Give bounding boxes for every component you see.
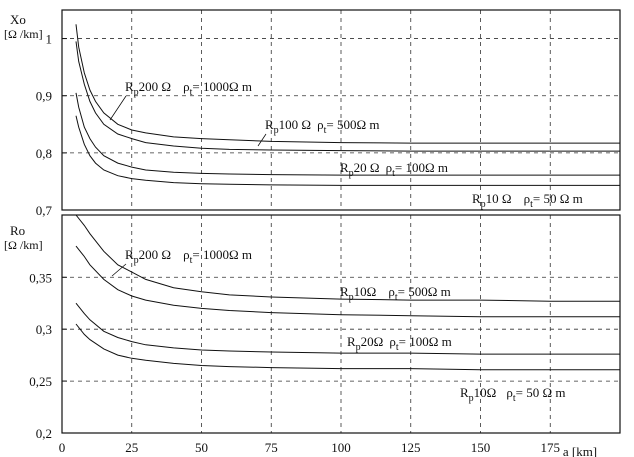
frame-layer: [61, 9, 621, 434]
x-tick-label: 100: [331, 440, 351, 455]
top-label-rp200-rho: = 1000Ω m: [192, 79, 252, 94]
top-y-tick-label: 1: [46, 32, 53, 47]
xo-unit-label: [Ω /km]: [4, 27, 43, 41]
top-label-rp20-rp: 20 Ω: [354, 160, 380, 175]
bottom-y-tick-label: 0,35: [29, 270, 52, 285]
x-tick-label: 125: [401, 440, 421, 455]
top-label-rp100-rho: = 500Ω m: [326, 117, 379, 132]
ro-unit-label: [Ω /km]: [4, 238, 43, 252]
leader-top-rp100: [257, 133, 267, 147]
top-series-line-1: [75, 41, 620, 152]
x-tick-label: 175: [541, 440, 561, 455]
bottom-label-rp10a: Rp10Ω ρt= 500Ω m: [340, 284, 451, 303]
bottom-series-line-3: [75, 323, 620, 371]
bottom-y-tick-label: 0,25: [29, 374, 52, 389]
bottom-series-line-0: [75, 214, 620, 302]
top-label-rp200-rp: 200 Ω: [139, 79, 171, 94]
top-label-rp100-rp: 100 Ω: [279, 117, 311, 132]
x-tick-label: 150: [471, 440, 491, 455]
bottom-label-rp200-rho: = 1000Ω m: [192, 247, 252, 262]
x-tick-label: 25: [125, 440, 138, 455]
x-tick-label: 50: [195, 440, 208, 455]
bottom-series-line-1: [75, 245, 620, 318]
x-tick-label: 0: [59, 440, 66, 455]
x-tick-label: 75: [265, 440, 278, 455]
top-panel-frame: [61, 9, 621, 211]
curves-layer: [75, 24, 620, 371]
xo-axis-label: Xo: [10, 12, 26, 27]
x-axis-label: a [km]: [563, 444, 597, 457]
leader-top-rp200: [109, 95, 127, 121]
bottom-label-rp10a-rp: 10Ω: [354, 284, 377, 299]
top-y-tick-label: 0,8: [36, 146, 52, 161]
top-series-line-2: [75, 92, 620, 176]
grid-layer: [62, 10, 620, 433]
top-y-tick-label: 0,7: [36, 203, 53, 218]
top-label-rp20-rho: = 100Ω m: [395, 160, 448, 175]
leader-bottom-rp200: [111, 263, 127, 277]
bottom-panel-frame: [61, 214, 621, 434]
ro-axis-label: Ro: [10, 223, 25, 238]
top-series-line-0: [75, 24, 620, 144]
top-series-line-3: [75, 115, 620, 186]
bottom-series-line-2: [75, 302, 620, 355]
top-y-tick-label: 0,9: [36, 89, 52, 104]
bottom-label-rp10b-rp: 10Ω: [474, 385, 497, 400]
top-label-rp10-rp: 10 Ω: [486, 191, 512, 206]
bottom-label-rp20: Rp20Ω ρt= 100Ω m: [347, 334, 452, 353]
bottom-label-rp20-rho: = 100Ω m: [399, 334, 452, 349]
bottom-y-tick-label: 0,3: [36, 322, 52, 337]
bottom-y-tick-label: 0,2: [36, 426, 52, 441]
bottom-label-rp20-rp: 20Ω: [361, 334, 384, 349]
ticks-layer: 0,7 0,8 0,9 1 0,2 0,25 0,3 0,35 0 25 50 75 100 125 150…: [29, 32, 560, 455]
bottom-label-rp10a-rho: = 500Ω m: [398, 284, 451, 299]
top-label-rp10-rho: = 50 Ω m: [533, 191, 583, 206]
bottom-label-rp10b-rho: = 50 Ω m: [516, 385, 566, 400]
bottom-label-rp10b: Rp10Ω ρt= 50 Ω m: [460, 385, 565, 404]
bottom-label-rp200-rp: 200 Ω: [139, 247, 171, 262]
